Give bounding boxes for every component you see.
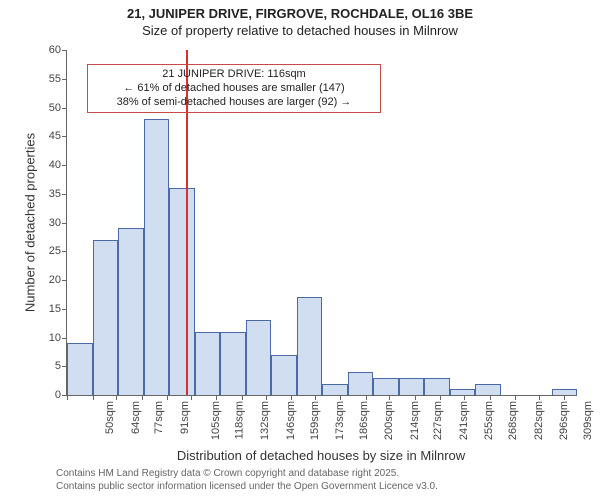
- y-tick-mark: [62, 194, 67, 195]
- histogram-bar: [348, 372, 374, 395]
- x-tick-label: 268sqm: [507, 401, 519, 440]
- x-tick-label: 118sqm: [233, 401, 245, 439]
- annotation-line1: 21 JUNIPER DRIVE: 116sqm: [91, 68, 377, 82]
- x-tick-mark: [515, 395, 516, 400]
- y-tick-mark: [62, 223, 67, 224]
- x-tick-mark: [67, 395, 68, 400]
- histogram-bar: [322, 384, 348, 396]
- histogram-bar: [169, 188, 195, 395]
- x-tick-mark: [464, 395, 465, 400]
- x-tick-mark: [340, 395, 341, 400]
- x-tick-mark: [266, 395, 267, 400]
- x-tick-mark: [539, 395, 540, 400]
- x-tick-mark: [216, 395, 217, 400]
- footer-line2: Contains public sector information licen…: [56, 481, 438, 494]
- y-tick-mark: [62, 280, 67, 281]
- histogram-bar: [195, 332, 221, 395]
- x-tick-mark: [291, 395, 292, 400]
- x-tick-label: 200sqm: [383, 401, 395, 440]
- y-tick-mark: [62, 165, 67, 166]
- x-tick-label: 186sqm: [358, 401, 370, 440]
- x-tick-label: 241sqm: [458, 401, 470, 440]
- histogram-bar: [450, 389, 476, 395]
- histogram-bar: [67, 343, 93, 395]
- annotation-box: 21 JUNIPER DRIVE: 116sqm ← 61% of detach…: [87, 64, 381, 113]
- x-tick-mark: [191, 395, 192, 400]
- x-tick-label: 296sqm: [558, 401, 570, 440]
- histogram-bar: [373, 378, 399, 395]
- x-tick-mark: [315, 395, 316, 400]
- x-tick-label: 64sqm: [130, 401, 142, 434]
- annotation-line2: ← 61% of detached houses are smaller (14…: [91, 82, 377, 96]
- x-tick-mark: [167, 395, 168, 400]
- x-tick-label: 132sqm: [259, 401, 271, 440]
- x-tick-mark: [93, 395, 94, 400]
- x-axis-label: Distribution of detached houses by size …: [66, 448, 576, 463]
- x-tick-mark: [490, 395, 491, 400]
- histogram-bar: [424, 378, 450, 395]
- y-tick-mark: [62, 79, 67, 80]
- x-tick-mark: [415, 395, 416, 400]
- y-tick-mark: [62, 50, 67, 51]
- histogram-bar: [93, 240, 119, 395]
- x-tick-mark: [142, 395, 143, 400]
- x-tick-label: 227sqm: [433, 401, 445, 440]
- x-tick-mark: [116, 395, 117, 400]
- y-tick-mark: [62, 136, 67, 137]
- chart-title-line1: 21, JUNIPER DRIVE, FIRGROVE, ROCHDALE, O…: [0, 6, 600, 23]
- y-tick-mark: [62, 108, 67, 109]
- x-tick-label: 91sqm: [179, 401, 191, 434]
- x-tick-label: 214sqm: [409, 401, 421, 440]
- histogram-bar: [271, 355, 297, 395]
- histogram-bar: [220, 332, 246, 395]
- x-tick-label: 77sqm: [153, 401, 165, 434]
- chart-title-line2: Size of property relative to detached ho…: [0, 23, 600, 40]
- y-tick-mark: [62, 251, 67, 252]
- footer-line1: Contains HM Land Registry data © Crown c…: [56, 468, 438, 481]
- x-tick-label: 255sqm: [484, 401, 496, 440]
- y-axis-label: Number of detached properties: [23, 112, 38, 332]
- chart-title-block: 21, JUNIPER DRIVE, FIRGROVE, ROCHDALE, O…: [0, 6, 600, 40]
- histogram-bar: [144, 119, 170, 395]
- y-tick-mark: [62, 309, 67, 310]
- plot-area: 05101520253035404550556050sqm64sqm77sqm9…: [66, 50, 577, 396]
- x-tick-label: 309sqm: [582, 401, 594, 440]
- chart-container: 21, JUNIPER DRIVE, FIRGROVE, ROCHDALE, O…: [0, 0, 600, 500]
- x-tick-mark: [389, 395, 390, 400]
- histogram-bar: [552, 389, 578, 395]
- histogram-bar: [475, 384, 501, 396]
- annotation-line3: 38% of semi-detached houses are larger (…: [91, 96, 377, 110]
- histogram-bar: [399, 378, 425, 395]
- histogram-bar: [297, 297, 323, 395]
- x-tick-label: 159sqm: [309, 401, 321, 440]
- y-tick-mark: [62, 338, 67, 339]
- x-tick-label: 146sqm: [285, 401, 297, 440]
- x-tick-label: 282sqm: [533, 401, 545, 440]
- histogram-bar: [246, 320, 272, 395]
- footer-attribution: Contains HM Land Registry data © Crown c…: [56, 468, 438, 493]
- x-tick-mark: [564, 395, 565, 400]
- x-tick-label: 50sqm: [104, 401, 116, 434]
- x-tick-mark: [366, 395, 367, 400]
- x-tick-mark: [242, 395, 243, 400]
- x-tick-label: 173sqm: [334, 401, 346, 440]
- x-tick-mark: [440, 395, 441, 400]
- histogram-bar: [118, 228, 144, 395]
- x-tick-label: 105sqm: [210, 401, 222, 440]
